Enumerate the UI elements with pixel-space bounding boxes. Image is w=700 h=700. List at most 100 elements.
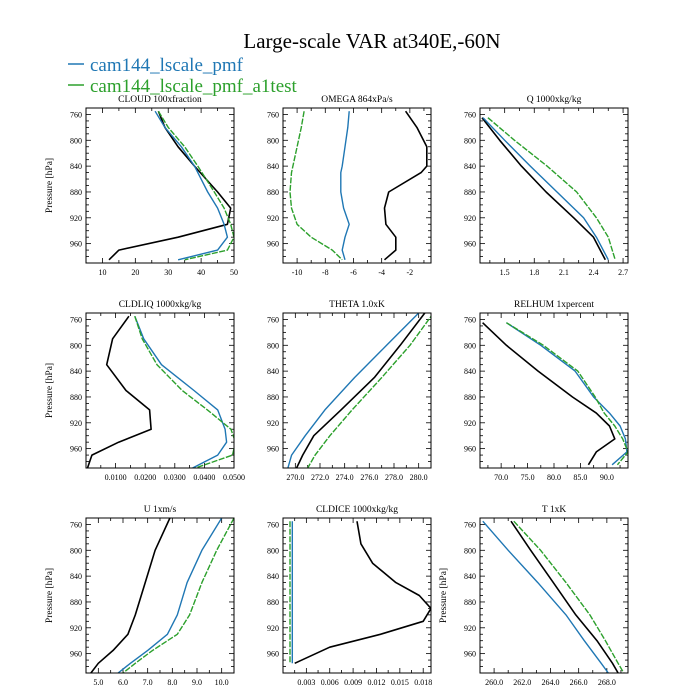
panel-title: CLDLIQ 1000xkg/kg (119, 300, 202, 310)
x-tick-label: -8 (322, 268, 329, 277)
y-tick-label: 800 (70, 546, 82, 555)
y-tick-label: 880 (267, 393, 279, 402)
panel-2: OMEGA 864xPa/s 760 800 840 880 920 960 -10 -8 -6 -… (267, 95, 432, 277)
y-tick-label: 840 (464, 572, 476, 581)
x-tick-label: 268.0 (598, 678, 616, 687)
panel-8: CLDICE 1000xkg/kg 760 800 840 880 920 960 0.003… (267, 505, 432, 687)
panel-1: CLOUD 100xfraction Pressure [hPa] 760 800 84… (45, 94, 238, 277)
y-tick-label: 760 (70, 520, 82, 529)
x-tick-label: 262.0 (513, 678, 531, 687)
plot-frame (479, 107, 629, 264)
y-axis-label: Pressure [hPa] (439, 568, 449, 623)
x-tick-label: 278.0 (385, 473, 403, 482)
series-line-1 (482, 520, 609, 673)
y-tick-label: 960 (267, 650, 279, 659)
series-line-0 (294, 521, 431, 665)
x-tick-label: 40 (197, 268, 205, 277)
x-tick-label: 80.0 (547, 473, 561, 482)
panel-4: CLDLIQ 1000xkg/kg Pressure [hPa] 760 800 840… (45, 300, 245, 482)
x-tick-label: 0.0500 (223, 473, 245, 482)
x-tick-label: 0.018 (414, 678, 432, 687)
x-tick-label: 10.0 (215, 678, 229, 687)
y-tick-label: 800 (70, 136, 82, 145)
x-tick-label: 90.0 (600, 473, 614, 482)
series-line-1 (340, 111, 350, 260)
y-tick-label: 800 (464, 341, 476, 350)
y-tick-label: 880 (464, 393, 476, 402)
series-line-2 (513, 520, 625, 673)
y-tick-label: 920 (267, 624, 279, 633)
x-tick-label: 0.0400 (193, 473, 215, 482)
series-line-0 (482, 322, 616, 466)
y-tick-label: 960 (70, 240, 82, 249)
x-tick-label: -2 (407, 268, 414, 277)
y-tick-label: 800 (464, 546, 476, 555)
series-line-2 (506, 322, 628, 466)
x-tick-label: 0.015 (391, 678, 409, 687)
x-tick-label: 30 (164, 268, 172, 277)
series-line-2 (487, 117, 616, 261)
x-tick-label: 276.0 (360, 473, 378, 482)
y-tick-label: 760 (267, 315, 279, 324)
series-line-0 (510, 520, 619, 673)
x-tick-label: 1.8 (529, 268, 539, 277)
y-tick-label: 920 (70, 419, 82, 428)
x-tick-label: 9.0 (192, 678, 202, 687)
y-axis-label: Pressure [hPa] (45, 158, 55, 213)
y-tick-label: 840 (464, 367, 476, 376)
y-tick-label: 760 (70, 110, 82, 119)
y-tick-label: 800 (70, 341, 82, 350)
plot-frame (282, 107, 432, 264)
y-tick-label: 760 (464, 520, 476, 529)
y-tick-label: 960 (267, 240, 279, 249)
y-axis-label: Pressure [hPa] (45, 568, 55, 623)
panel-6: RELHUM 1xpercent 760 800 840 880 920 960 70.0 75… (464, 300, 629, 482)
y-tick-label: 920 (464, 419, 476, 428)
panel-3: Q 1000xkg/kg 760 800 840 880 920 960 1.5 1.8 2.1 2… (464, 95, 629, 277)
y-axis-label: Pressure [hPa] (45, 363, 55, 418)
y-tick-label: 880 (70, 188, 82, 197)
series-line-1 (154, 110, 229, 261)
series-line-1 (482, 117, 609, 261)
y-tick-label: 960 (464, 650, 476, 659)
x-tick-label: 0.0200 (134, 473, 156, 482)
y-tick-label: 800 (464, 136, 476, 145)
y-tick-label: 800 (267, 136, 279, 145)
y-tick-label: 880 (267, 598, 279, 607)
panel-7: U 1xm/s Pressure [hPa] 760 800 840 880 920 960 5… (45, 505, 235, 687)
y-tick-label: 960 (464, 240, 476, 249)
y-tick-label: 760 (267, 110, 279, 119)
y-tick-label: 920 (70, 624, 82, 633)
x-tick-label: 2.4 (588, 268, 598, 277)
plot-frame (282, 517, 432, 674)
series-line-2 (122, 518, 234, 673)
series-line-0 (90, 518, 171, 673)
x-tick-label: 85.0 (573, 473, 587, 482)
panel-title: CLOUD 100xfraction (118, 94, 202, 105)
y-tick-label: 960 (70, 650, 82, 659)
plot-frame (85, 312, 235, 469)
y-tick-label: 840 (267, 367, 279, 376)
y-tick-label: 920 (464, 214, 476, 223)
x-tick-label: 1.5 (500, 268, 510, 277)
x-tick-label: 7.0 (143, 678, 153, 687)
x-tick-label: 260.0 (485, 678, 503, 687)
legend-label-1: cam144_lscale_pmf_a1test (90, 76, 298, 97)
y-tick-label: 920 (267, 419, 279, 428)
y-tick-label: 760 (70, 315, 82, 324)
figure-title: Large-scale VAR at340E,-60N (243, 29, 500, 53)
x-tick-label: -10 (292, 268, 303, 277)
y-tick-label: 920 (70, 214, 82, 223)
y-tick-label: 800 (267, 341, 279, 350)
plot-frame (479, 312, 629, 469)
y-tick-label: 800 (267, 546, 279, 555)
x-tick-label: 274.0 (336, 473, 354, 482)
x-tick-label: 0.0300 (164, 473, 186, 482)
x-tick-label: 2.1 (559, 268, 569, 277)
x-tick-label: 280.0 (410, 473, 428, 482)
plot-frame (85, 517, 235, 674)
y-tick-label: 840 (70, 367, 82, 376)
y-tick-label: 840 (70, 162, 82, 171)
x-tick-label: 70.0 (494, 473, 508, 482)
